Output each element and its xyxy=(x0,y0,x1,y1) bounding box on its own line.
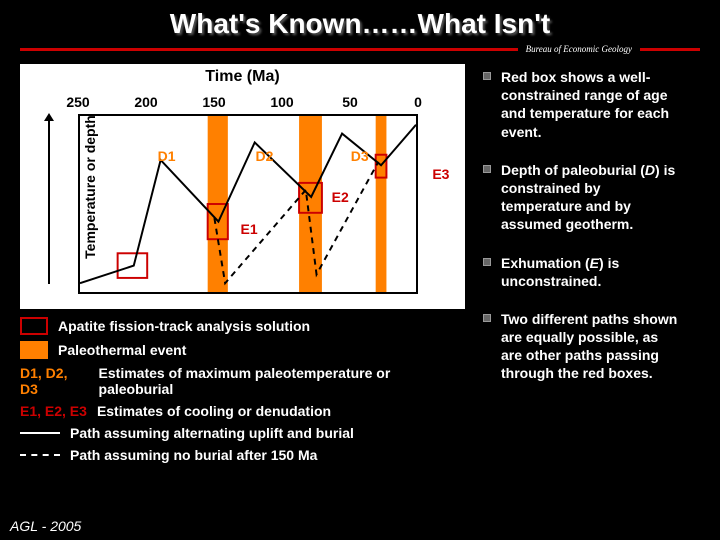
chart-x-title: Time (Ma) xyxy=(20,68,465,86)
legend-d-label: D1, D2, D3 xyxy=(20,365,89,397)
time-temp-chart: Time (Ma) Temperature or depth 250200150… xyxy=(20,64,465,309)
bullet-text: Depth of paleoburial (D) is constrained … xyxy=(501,161,683,234)
legend-apatite-text: Apatite fission-track analysis solution xyxy=(58,318,310,334)
bullet-list: Red box shows a well-constrained range o… xyxy=(483,64,683,469)
legend-line-dashed-icon xyxy=(20,454,60,456)
legend-dashed-text: Path assuming no burial after 150 Ma xyxy=(70,447,317,463)
legend-row-paleothermal: Paleothermal event xyxy=(20,341,465,359)
x-tick: 50 xyxy=(342,94,358,110)
paleothermal-band xyxy=(299,116,322,292)
legend-swatch-orange xyxy=(20,341,48,359)
slide-title: What's Known……What Isn't xyxy=(0,0,720,44)
x-tick: 150 xyxy=(202,94,225,110)
legend-row-dashed: Path assuming no burial after 150 Ma xyxy=(20,447,465,463)
bullet-item: Exhumation (E) is unconstrained. xyxy=(483,254,683,290)
bullet-icon xyxy=(483,258,491,266)
chart-label: D3 xyxy=(351,148,369,164)
content-row: Time (Ma) Temperature or depth 250200150… xyxy=(0,54,720,469)
legend-row-e: E1, E2, E3 Estimates of cooling or denud… xyxy=(20,403,465,419)
x-tick: 0 xyxy=(414,94,422,110)
x-tick: 200 xyxy=(134,94,157,110)
chart-label: D2 xyxy=(256,148,274,164)
chart-label: E1 xyxy=(241,221,258,237)
bullet-text: Exhumation (E) is unconstrained. xyxy=(501,254,683,290)
bullet-icon xyxy=(483,72,491,80)
divider: Bureau of Economic Geology xyxy=(0,44,720,54)
bullet-item: Depth of paleoburial (D) is constrained … xyxy=(483,161,683,234)
legend: Apatite fission-track analysis solution … xyxy=(20,317,465,463)
legend-e-text: Estimates of cooling or denudation xyxy=(97,403,331,419)
dashed-path xyxy=(214,162,378,283)
legend-row-d: D1, D2, D3 Estimates of maximum paleotem… xyxy=(20,365,465,397)
legend-line-solid-icon xyxy=(20,432,60,434)
chart-label: E3 xyxy=(432,166,449,182)
legend-e-label: E1, E2, E3 xyxy=(20,403,87,419)
x-tick: 250 xyxy=(66,94,89,110)
legend-paleothermal-text: Paleothermal event xyxy=(58,342,186,358)
divider-text: Bureau of Economic Geology xyxy=(526,44,632,54)
figure-column: Time (Ma) Temperature or depth 250200150… xyxy=(20,64,465,469)
bullet-icon xyxy=(483,314,491,322)
legend-solid-text: Path assuming alternating uplift and bur… xyxy=(70,425,354,441)
bullet-text: Two different paths shown are equally po… xyxy=(501,310,683,383)
divider-line-right xyxy=(640,48,700,51)
bullet-text: Red box shows a well-constrained range o… xyxy=(501,68,683,141)
legend-row-solid: Path assuming alternating uplift and bur… xyxy=(20,425,465,441)
chart-label: E2 xyxy=(332,189,349,205)
bullet-item: Red box shows a well-constrained range o… xyxy=(483,68,683,141)
plot-svg xyxy=(80,116,416,292)
bullet-item: Two different paths shown are equally po… xyxy=(483,310,683,383)
bullet-icon xyxy=(483,165,491,173)
footer-agl: AGL - 2005 xyxy=(10,518,81,534)
y-axis-arrow xyxy=(48,119,50,284)
legend-d-text: Estimates of maximum paleotemperature or… xyxy=(99,365,465,397)
legend-swatch-red-box xyxy=(20,317,48,335)
divider-line-left xyxy=(20,48,518,51)
paleothermal-band xyxy=(376,116,387,292)
x-tick: 100 xyxy=(270,94,293,110)
plot-area: D1D2D3E1E2E3 xyxy=(78,114,418,294)
legend-row-apatite: Apatite fission-track analysis solution xyxy=(20,317,465,335)
chart-label: D1 xyxy=(158,148,176,164)
